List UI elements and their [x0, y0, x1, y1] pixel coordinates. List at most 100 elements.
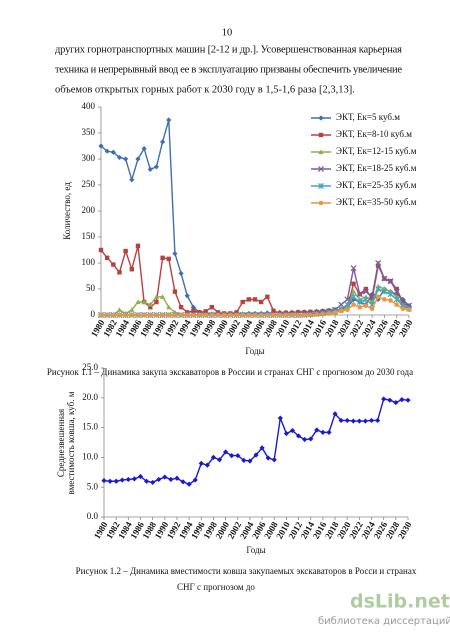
- marker: [382, 297, 387, 302]
- marker: [172, 312, 178, 318]
- marker: [369, 306, 375, 312]
- marker: [318, 183, 324, 189]
- figure-caption: Рисунок 1.1 – Динамика закупа экскаватор…: [47, 367, 413, 377]
- marker: [326, 429, 332, 435]
- marker: [246, 312, 252, 318]
- marker: [241, 457, 247, 463]
- marker: [308, 312, 313, 318]
- y-axis-label: вместимость ковша, куб. м: [66, 391, 76, 494]
- y-tick-label: 20.0: [82, 392, 98, 402]
- marker: [172, 289, 178, 294]
- marker: [148, 305, 153, 310]
- marker: [123, 312, 128, 318]
- marker: [190, 304, 196, 310]
- marker: [400, 306, 406, 312]
- marker: [318, 200, 324, 206]
- marker: [162, 474, 168, 480]
- marker: [135, 243, 141, 249]
- marker: [129, 177, 135, 183]
- marker: [381, 275, 388, 282]
- marker: [234, 312, 239, 318]
- y-tick-label: 10.0: [82, 451, 98, 461]
- marker: [221, 312, 227, 318]
- y-tick-label: 0: [91, 309, 96, 319]
- marker: [350, 293, 357, 300]
- figure-caption: Рисунок 1.2 – Динамика вместимости ковша…: [76, 566, 417, 576]
- y-tick-label: 100: [82, 257, 96, 267]
- marker: [271, 457, 277, 463]
- marker: [98, 312, 104, 318]
- marker: [178, 270, 184, 276]
- marker: [332, 411, 338, 417]
- marker: [166, 256, 171, 262]
- marker: [153, 164, 160, 170]
- marker: [344, 301, 351, 308]
- marker: [117, 312, 122, 318]
- marker: [111, 312, 116, 318]
- marker: [362, 296, 369, 303]
- marker: [160, 294, 166, 299]
- marker: [387, 278, 394, 285]
- marker: [344, 417, 350, 424]
- marker: [375, 417, 381, 424]
- marker: [123, 156, 129, 162]
- marker: [147, 302, 153, 307]
- marker: [107, 478, 113, 484]
- marker: [259, 445, 265, 451]
- marker: [289, 427, 296, 434]
- marker: [302, 436, 308, 443]
- legend-label: ЭКТ, Ек=5 куб.м: [336, 112, 400, 122]
- marker: [344, 296, 351, 303]
- marker: [351, 302, 356, 307]
- marker: [166, 117, 172, 123]
- marker: [400, 296, 406, 302]
- marker: [271, 308, 276, 314]
- marker: [393, 399, 399, 406]
- marker: [135, 312, 141, 318]
- marker: [229, 453, 235, 459]
- legend-label: ЭКТ, Ек=18-25 куб.м: [336, 163, 417, 173]
- marker: [113, 478, 119, 484]
- y-tick-label: 25.0: [82, 362, 98, 372]
- marker: [228, 312, 233, 318]
- marker: [119, 477, 125, 483]
- marker: [363, 286, 369, 292]
- x-tick-label: 2030: [396, 520, 414, 541]
- marker: [332, 310, 338, 315]
- marker: [283, 312, 289, 318]
- marker: [184, 293, 190, 299]
- marker: [308, 436, 314, 442]
- marker: [216, 457, 223, 463]
- marker: [394, 286, 399, 292]
- marker: [338, 308, 344, 314]
- marker: [166, 312, 172, 318]
- series-line: [101, 260, 410, 316]
- marker: [160, 139, 166, 145]
- marker: [98, 143, 104, 149]
- marker: [137, 473, 144, 480]
- marker: [191, 312, 196, 318]
- marker: [375, 294, 381, 300]
- marker: [356, 299, 363, 305]
- paragraph-line: других горнотранспортных машин [2-12 и д…: [55, 44, 402, 55]
- marker: [258, 312, 264, 318]
- marker: [388, 298, 393, 303]
- marker: [129, 312, 135, 318]
- legend-label: ЭКТ, Ек=35-50 куб.м: [336, 197, 417, 207]
- y-tick-label: 15.0: [82, 422, 98, 432]
- figure-caption: СНГ с прогнозом до: [177, 582, 255, 592]
- marker: [135, 299, 141, 305]
- marker: [135, 156, 141, 162]
- marker: [406, 307, 412, 313]
- marker: [362, 418, 369, 424]
- marker: [351, 281, 356, 286]
- marker: [141, 312, 147, 318]
- marker: [277, 415, 283, 421]
- x-axis-label: Годы: [245, 346, 264, 356]
- marker: [350, 265, 357, 272]
- marker: [116, 154, 123, 161]
- marker: [369, 297, 375, 302]
- marker: [393, 288, 400, 295]
